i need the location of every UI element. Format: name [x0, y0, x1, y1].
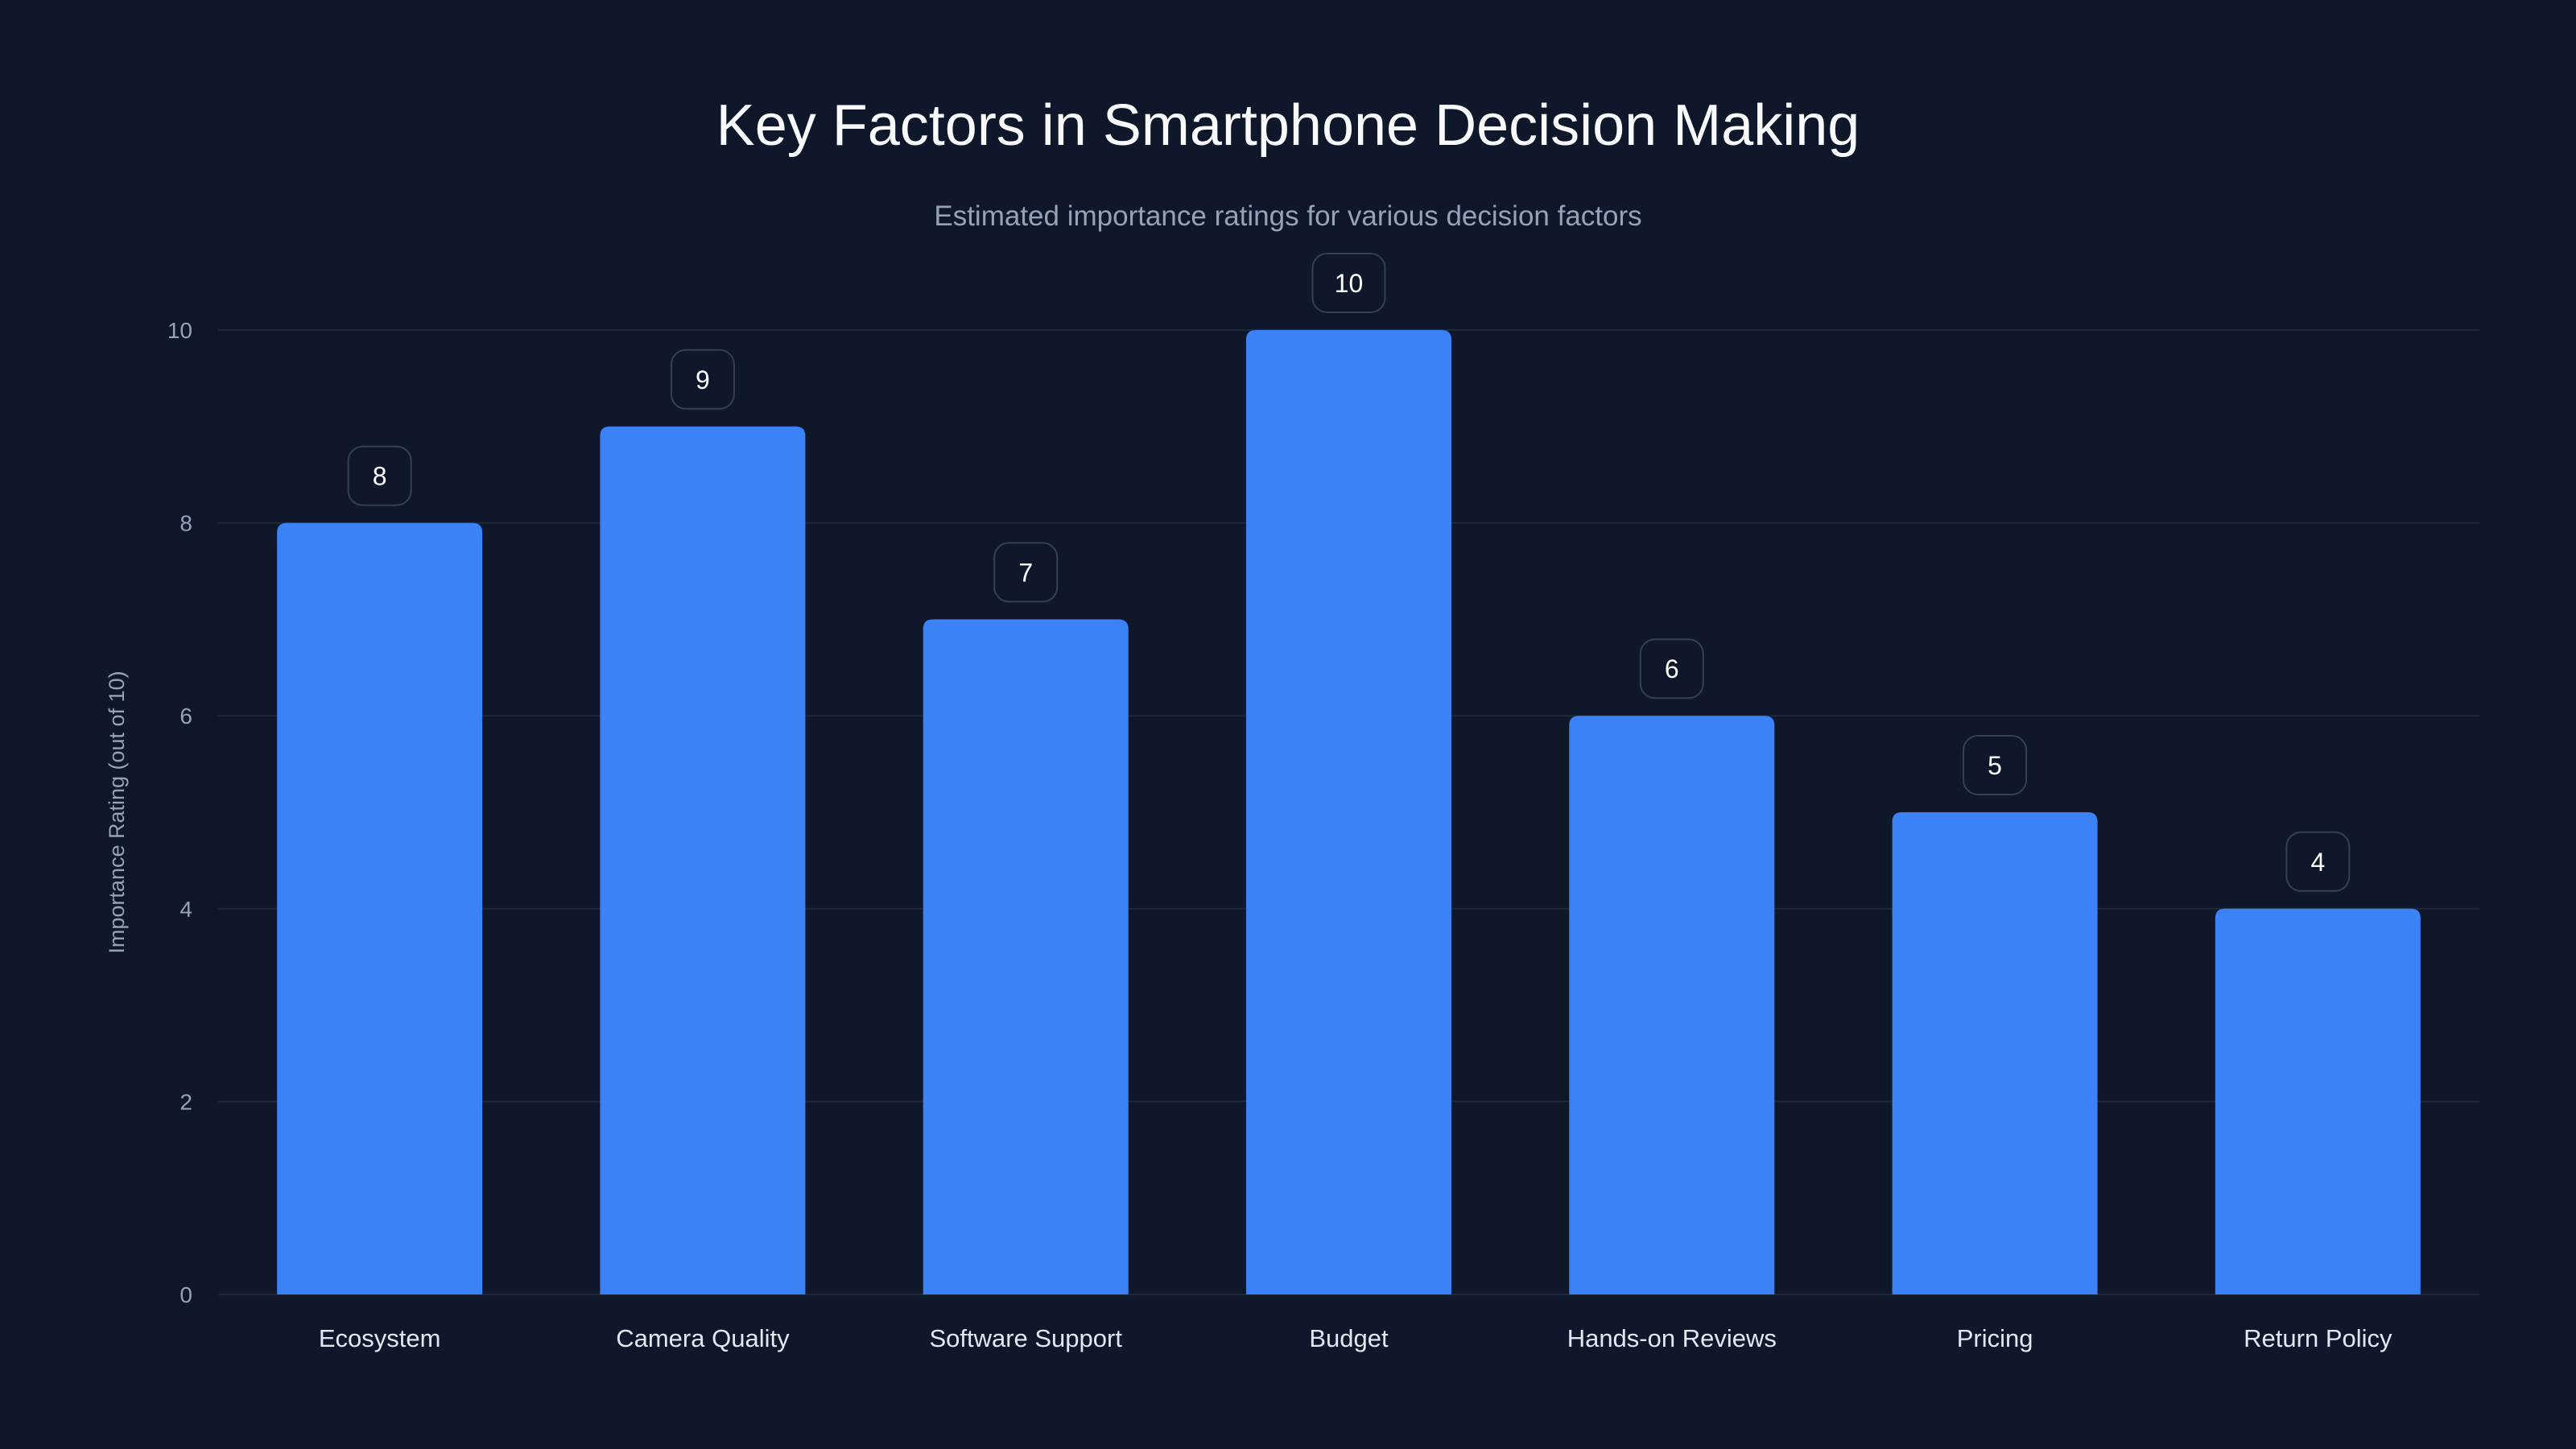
chart-subtitle: Estimated importance ratings for various…	[934, 200, 1641, 232]
y-tick-label: 0	[180, 1282, 192, 1307]
x-tick-label: Pricing	[1957, 1324, 2033, 1352]
data-label-box	[1963, 735, 2028, 795]
data-label: 9	[696, 365, 710, 394]
chart-title: Key Factors in Smartphone Decision Makin…	[716, 93, 1860, 158]
x-tick-label: Budget	[1309, 1324, 1389, 1352]
bar	[277, 522, 483, 1294]
y-tick-label: 10	[167, 318, 192, 343]
data-labels: 8 9 7 10 6 5 4	[347, 253, 2351, 892]
data-label: 5	[1988, 751, 2002, 780]
data-label: 4	[2310, 848, 2325, 877]
bar	[1892, 812, 2098, 1294]
x-tick-label: Camera Quality	[616, 1324, 790, 1352]
x-tick-label: Ecosystem	[319, 1324, 441, 1352]
bars	[277, 330, 2421, 1294]
x-axis-ticks: Ecosystem Camera Quality Software Support B…	[319, 1324, 2392, 1352]
y-tick-label: 2	[180, 1089, 192, 1114]
y-tick-label: 8	[180, 511, 192, 536]
data-label-box	[993, 542, 1059, 603]
data-label-box	[1311, 253, 1386, 313]
y-tick-label: 4	[180, 897, 192, 922]
y-tick-label: 6	[180, 704, 192, 729]
data-label-box	[347, 445, 412, 506]
x-tick-label: Software Support	[929, 1324, 1122, 1352]
data-label: 6	[1665, 654, 1679, 683]
bar	[923, 619, 1129, 1294]
bar	[1246, 330, 1451, 1294]
y-axis-ticks: 0 2 4 6 8 10	[167, 318, 192, 1307]
bar	[1569, 716, 1775, 1294]
data-label: 8	[373, 462, 387, 491]
data-label-box	[670, 349, 735, 410]
x-tick-label: Hands-on Reviews	[1567, 1324, 1777, 1352]
data-label-box	[1639, 638, 1704, 700]
bar	[600, 426, 806, 1294]
y-axis-label: Importance Rating (out of 10)	[105, 671, 129, 953]
data-label: 10	[1335, 269, 1364, 298]
bar	[2215, 908, 2421, 1294]
x-tick-label: Return Policy	[2244, 1324, 2392, 1352]
data-label: 7	[1018, 558, 1033, 587]
data-label-box	[2285, 831, 2351, 892]
